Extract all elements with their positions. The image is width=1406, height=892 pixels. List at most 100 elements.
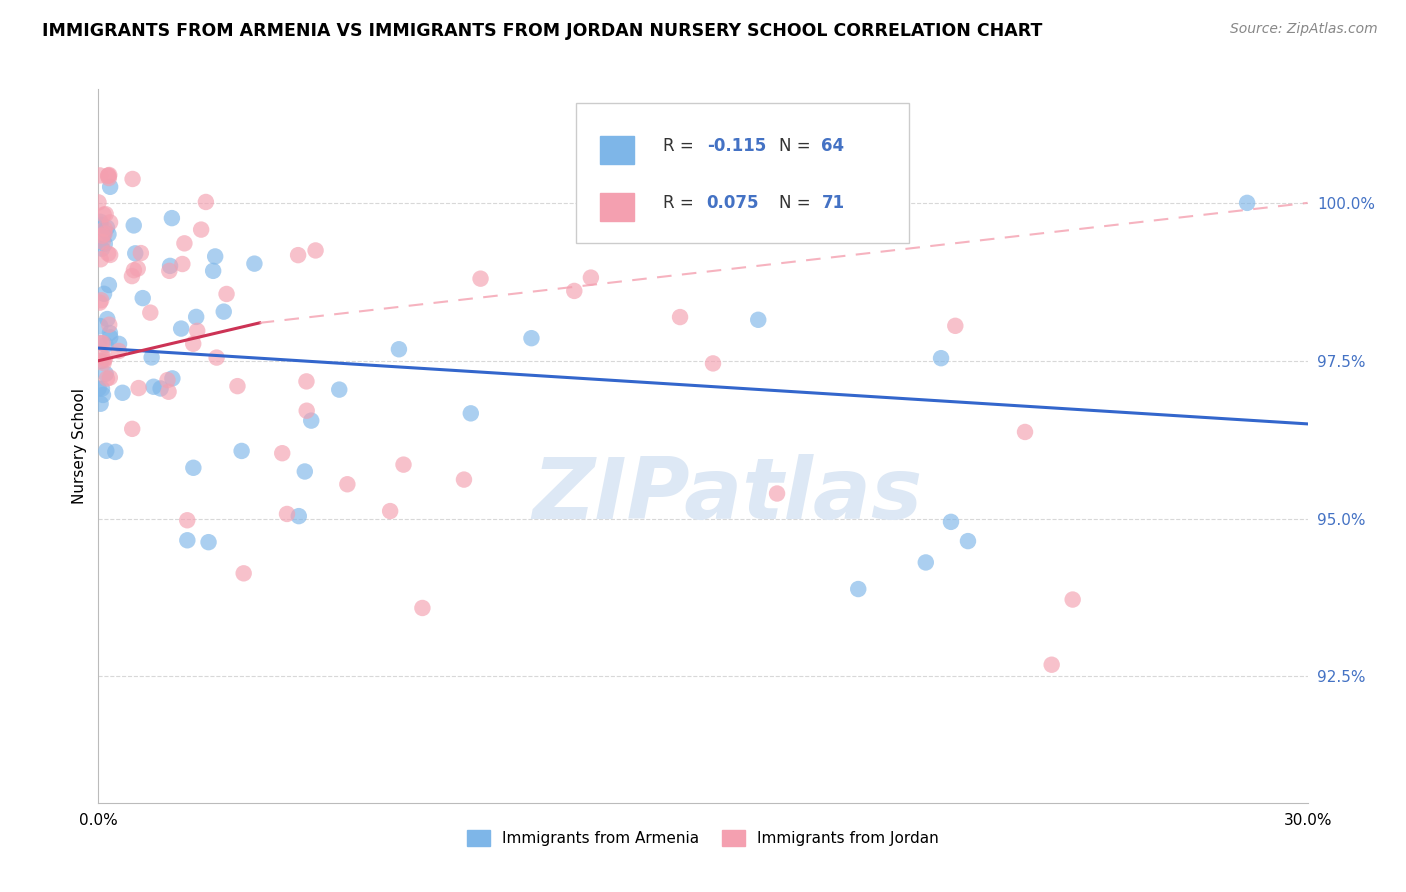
Point [173,236,195,251]
FancyBboxPatch shape [576,103,908,243]
Point [212,304,235,318]
Point [94,338,117,352]
Point [98,330,121,344]
Point [453,473,475,487]
Point [943,318,966,333]
Point [669,310,692,324]
Point [87,382,110,396]
Point [98,318,121,332]
Point [176,513,198,527]
Point [939,515,962,529]
Point [93,222,115,236]
Point [96,443,118,458]
Point [562,284,585,298]
Point [172,257,194,271]
Point [129,246,152,260]
Point [94,236,117,251]
Point [141,351,163,365]
Point [1040,657,1063,672]
Point [388,343,411,357]
Point [232,566,254,581]
Point [156,373,179,387]
Point [90,218,112,232]
Point [162,371,184,385]
Point [93,286,115,301]
Point [94,207,117,221]
Point [124,246,146,260]
Point [157,384,180,399]
Point [295,403,318,417]
Point [108,337,131,351]
Point [98,248,121,262]
Point [93,227,115,241]
Point [97,169,120,183]
Point [91,388,114,402]
Point [702,356,724,370]
Text: R =: R = [664,137,699,155]
Point [111,385,134,400]
Point [122,219,145,233]
Point [1062,592,1084,607]
Point [90,354,112,368]
Point [766,486,789,500]
Point [157,264,180,278]
Point [98,370,121,384]
Point [96,371,118,385]
Text: ZIPatlas: ZIPatlas [531,454,922,538]
Point [159,259,181,273]
Point [170,321,193,335]
Point [846,582,869,596]
Text: 71: 71 [821,194,845,212]
Point [91,235,114,249]
Point [336,477,359,491]
Point [288,509,311,524]
Point [87,335,110,350]
Point [299,414,322,428]
Point [149,382,172,396]
Point [186,310,208,324]
Point [186,324,208,338]
Point [579,270,602,285]
Point [271,446,294,460]
Point [470,271,492,285]
Point [104,445,127,459]
Point [956,534,979,549]
Point [202,264,225,278]
Point [121,172,143,186]
Point [226,379,249,393]
Point [183,460,205,475]
Point [93,356,115,370]
Point [89,319,111,334]
Point [139,305,162,319]
Point [96,312,118,326]
Point [392,458,415,472]
Point [91,350,114,364]
Point [93,353,115,368]
Point [128,381,150,395]
Point [294,465,316,479]
Bar [600,193,634,221]
Point [127,261,149,276]
Point [190,222,212,236]
Legend: Immigrants from Armenia, Immigrants from Jordan: Immigrants from Armenia, Immigrants from… [461,824,945,852]
Point [97,246,120,260]
Point [914,556,936,570]
Point [87,195,110,210]
Point [89,215,111,229]
Point [328,383,350,397]
Text: N =: N = [779,137,815,155]
Point [295,375,318,389]
Point [929,351,952,366]
Point [90,397,112,411]
Point [1236,195,1258,210]
Point [90,293,112,308]
Point [215,287,238,301]
Point [132,291,155,305]
Y-axis label: Nursery School: Nursery School [72,388,87,504]
Text: 0.075: 0.075 [707,194,759,212]
Point [93,227,115,242]
Point [89,295,111,310]
Point [181,336,204,351]
Point [96,220,118,235]
Text: IMMIGRANTS FROM ARMENIA VS IMMIGRANTS FROM JORDAN NURSERY SCHOOL CORRELATION CHA: IMMIGRANTS FROM ARMENIA VS IMMIGRANTS FR… [42,22,1043,40]
